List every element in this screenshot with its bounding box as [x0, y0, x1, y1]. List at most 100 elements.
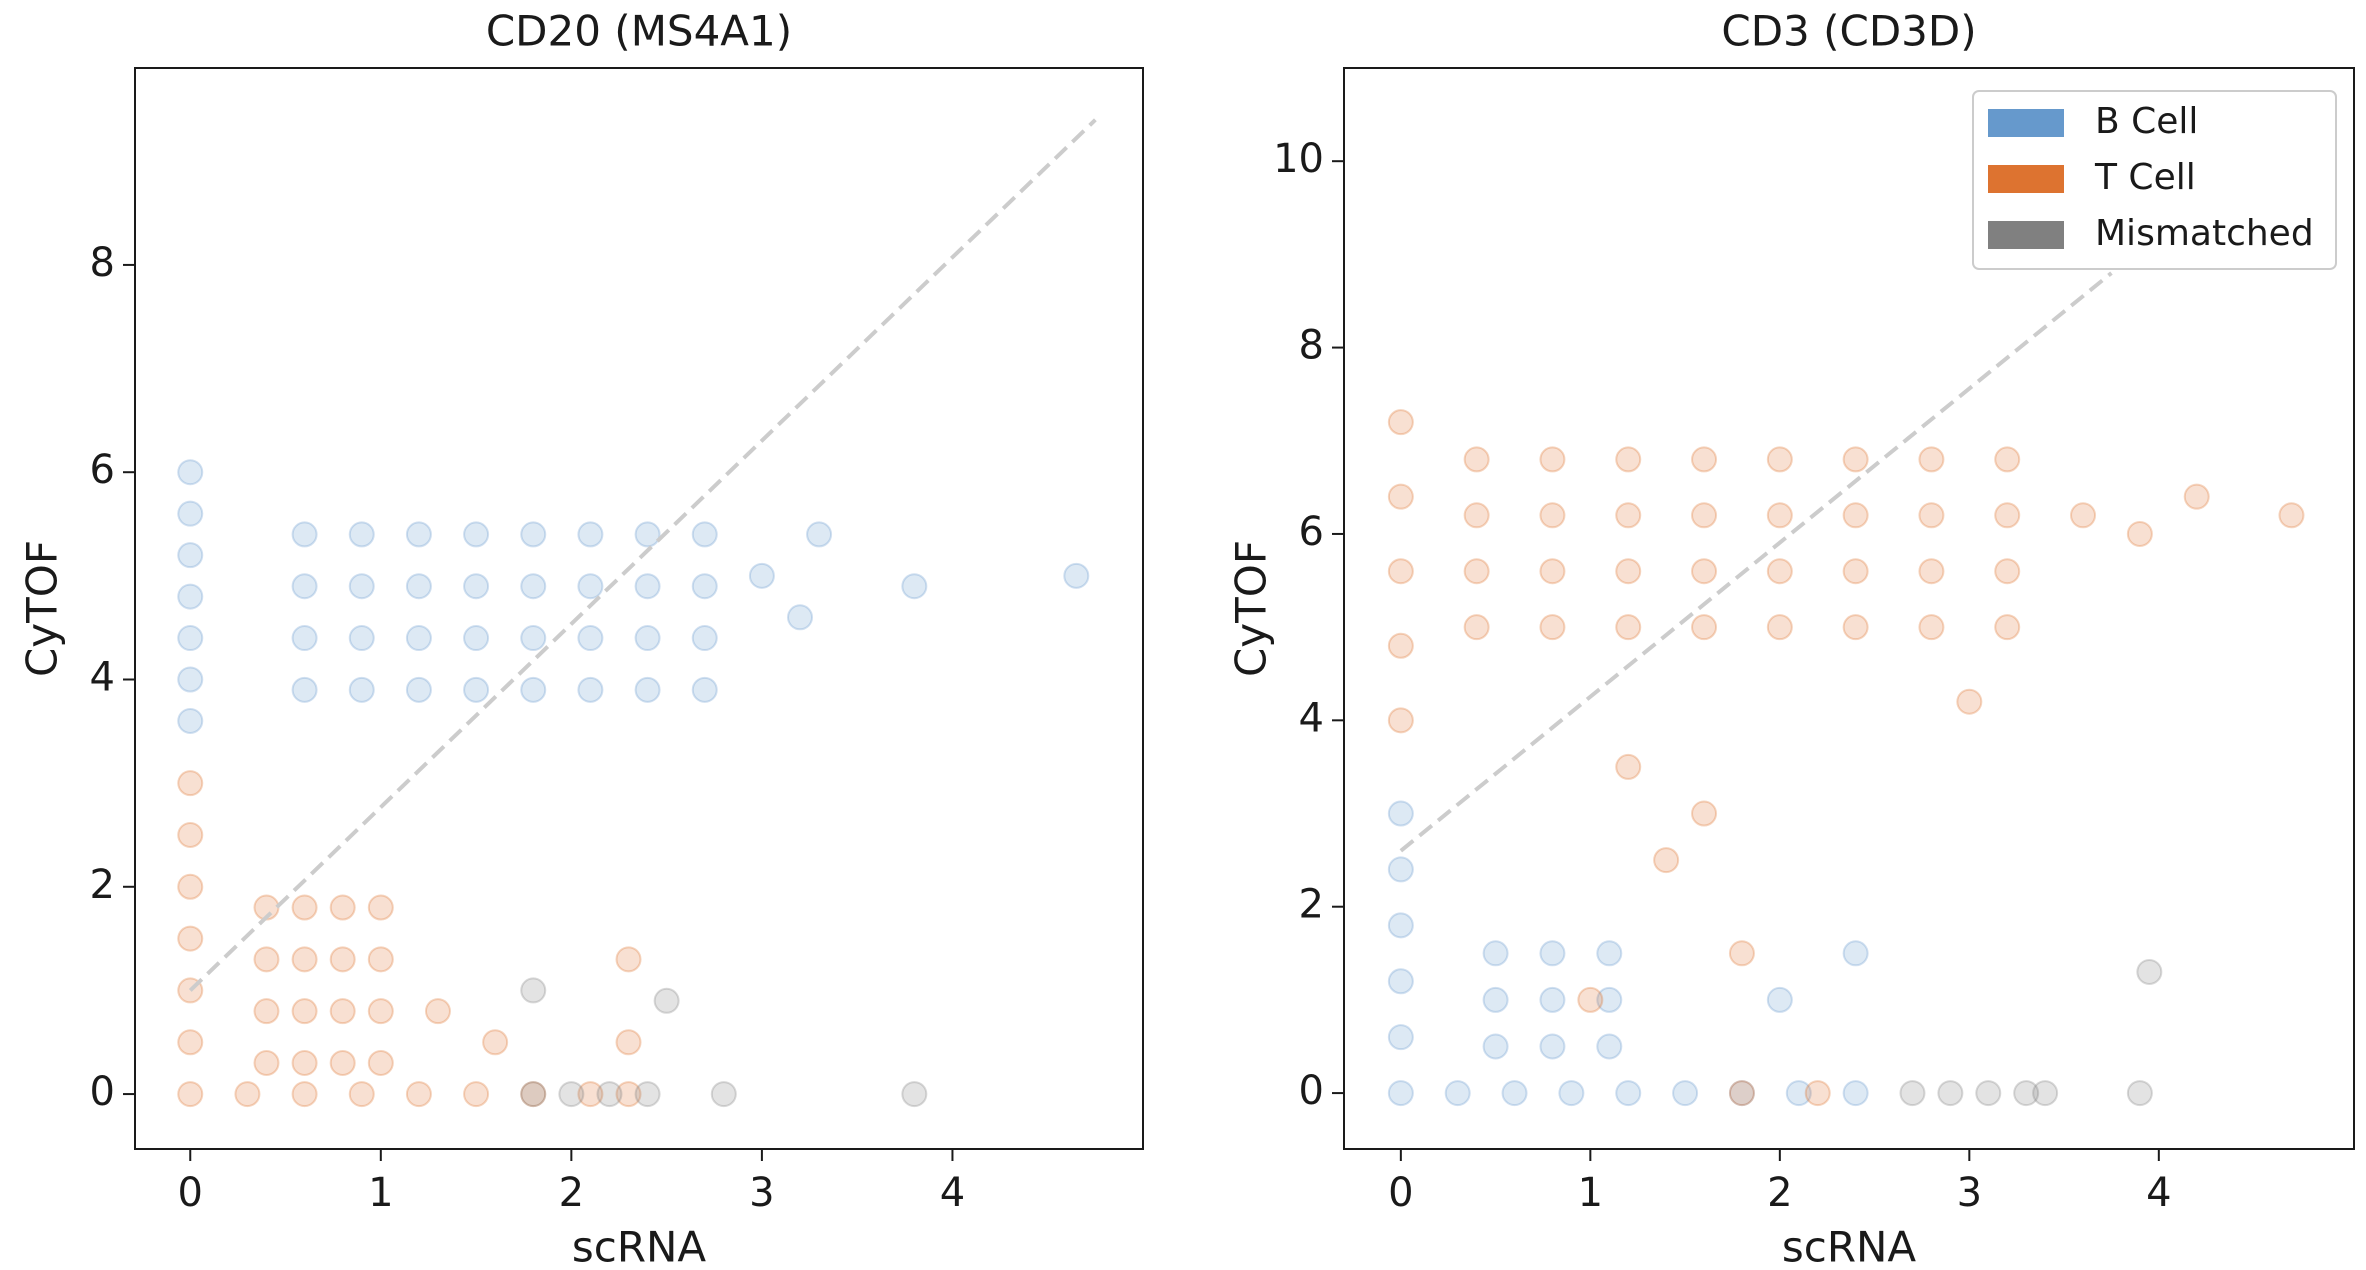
point: [1672, 1080, 1699, 1107]
point: [329, 946, 356, 973]
y-axis-label: CyTOF: [18, 540, 67, 677]
point: [1387, 632, 1414, 659]
x-tick-label: 4: [940, 1170, 965, 1216]
legend-swatch: [1988, 221, 2064, 249]
point: [1387, 912, 1414, 939]
point: [1539, 940, 1566, 967]
y-tick-label: 4: [90, 654, 115, 700]
point: [2126, 520, 2153, 547]
point: [1956, 688, 1983, 715]
point: [2183, 483, 2210, 510]
point: [596, 1081, 623, 1108]
point: [577, 1081, 604, 1108]
point: [1994, 446, 2021, 473]
point: [615, 946, 642, 973]
legend-label: B Cell: [2095, 101, 2198, 142]
point: [1918, 502, 1945, 529]
point: [520, 1081, 547, 1108]
point: [691, 625, 718, 652]
point: [1615, 1080, 1642, 1107]
point: [634, 521, 661, 548]
plot-area: [177, 118, 1097, 1108]
point: [901, 573, 928, 600]
point: [787, 604, 814, 631]
chart-title: CD20 (MS4A1): [486, 7, 792, 56]
point: [1539, 558, 1566, 585]
point: [1482, 940, 1509, 967]
point: [1691, 502, 1718, 529]
point: [1975, 1080, 2002, 1107]
point: [806, 521, 833, 548]
point: [1501, 1080, 1528, 1107]
point: [348, 573, 375, 600]
point: [1766, 558, 1793, 585]
legend-label: T Cell: [2094, 157, 2196, 198]
x-tick-label: 0: [178, 1170, 203, 1216]
point: [348, 1081, 375, 1108]
point: [1728, 940, 1755, 967]
point: [348, 521, 375, 548]
y-tick-label: 8: [90, 240, 115, 286]
point: [177, 1081, 204, 1108]
point: [1596, 986, 1623, 1013]
x-tick-label: 1: [1578, 1170, 1603, 1216]
point: [291, 1081, 318, 1108]
point: [1387, 558, 1414, 585]
point: [405, 573, 432, 600]
point: [348, 676, 375, 703]
x-tick-label: 3: [1957, 1170, 1982, 1216]
y-tick-label: 0: [90, 1069, 115, 1115]
point: [463, 1081, 490, 1108]
x-tick-label: 4: [2146, 1170, 2171, 1216]
point: [748, 562, 775, 589]
point: [253, 946, 280, 973]
point: [1463, 446, 1490, 473]
point: [1691, 800, 1718, 827]
point: [1387, 409, 1414, 436]
point: [1558, 1080, 1585, 1107]
point: [177, 666, 204, 693]
point: [463, 676, 490, 703]
point: [405, 676, 432, 703]
point: [291, 573, 318, 600]
point: [291, 521, 318, 548]
point: [329, 894, 356, 921]
point: [463, 625, 490, 652]
point: [1482, 1033, 1509, 1060]
point: [520, 977, 547, 1004]
reference-line: [188, 118, 1097, 992]
point: [1691, 558, 1718, 585]
point: [234, 1081, 261, 1108]
point: [367, 1049, 394, 1076]
point: [577, 676, 604, 703]
point: [177, 625, 204, 652]
point: [558, 1081, 585, 1108]
point: [1842, 446, 1869, 473]
point: [1387, 1080, 1414, 1107]
point: [691, 521, 718, 548]
x-tick-label: 0: [1388, 1170, 1413, 1216]
reference-line: [1399, 271, 2113, 853]
point: [482, 1029, 509, 1056]
point: [2136, 958, 2163, 985]
point: [177, 925, 204, 952]
point: [520, 1081, 547, 1108]
point: [329, 998, 356, 1025]
point: [1539, 986, 1566, 1013]
point: [1899, 1080, 1926, 1107]
point: [1539, 502, 1566, 529]
point: [2278, 502, 2305, 529]
point: [1463, 502, 1490, 529]
point: [901, 1081, 928, 1108]
point: [463, 573, 490, 600]
y-tick-label: 6: [90, 447, 115, 493]
point: [1842, 614, 1869, 641]
point: [1596, 1033, 1623, 1060]
point: [177, 459, 204, 486]
point: [291, 676, 318, 703]
point: [177, 707, 204, 734]
point: [1539, 1033, 1566, 1060]
point: [1539, 446, 1566, 473]
point: [1482, 986, 1509, 1013]
point: [177, 500, 204, 527]
